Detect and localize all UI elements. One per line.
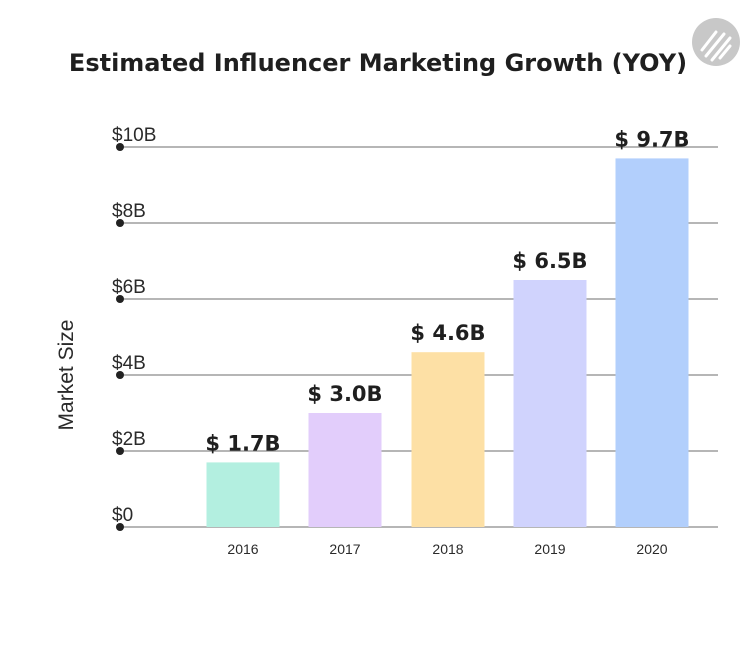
data-label-2017: $ 3.0B [307,382,382,406]
x-tick-label: 2020 [636,541,667,557]
bar-2019 [513,280,587,527]
data-labels: $ 1.7B $ 3.0B $ 4.6B $ 6.5B $ 9.7B [205,127,689,455]
x-axis-ticks: 2016 2017 2018 2019 2020 [227,541,667,557]
y-tick-dot [116,295,124,303]
y-tick-label: $6B [112,277,146,298]
y-tick-dot [116,219,124,227]
x-tick-label: 2017 [329,541,360,557]
bar-2016 [206,462,280,527]
x-tick-label: 2016 [227,541,258,557]
y-tick-label: $8B [112,201,146,222]
x-tick-label: 2019 [534,541,565,557]
bar-2018 [411,352,485,527]
y-tick-dot [116,447,124,455]
y-tick-dot [116,371,124,379]
y-tick-label: $4B [112,353,146,374]
y-tick-dot [116,143,124,151]
bar-2020 [615,158,689,527]
y-axis-label: Market Size [55,320,78,431]
y-axis-ticks: $0 $2B $4B $6B $8B $10B [112,125,156,531]
data-label-2020: $ 9.7B [614,127,689,151]
data-label-2018: $ 4.6B [410,321,485,345]
y-tick-dot [116,523,124,531]
y-tick-label: $2B [112,429,146,450]
data-label-2016: $ 1.7B [205,431,280,455]
y-tick-label: $0 [112,505,133,526]
bar-2017 [308,413,382,527]
data-label-2019: $ 6.5B [512,249,587,273]
y-tick-label: $10B [112,125,156,146]
chart-title: Estimated Influencer Marketing Growth (Y… [69,49,687,77]
bars [206,158,689,527]
x-tick-label: 2018 [432,541,463,557]
brand-logo-icon [692,18,740,66]
